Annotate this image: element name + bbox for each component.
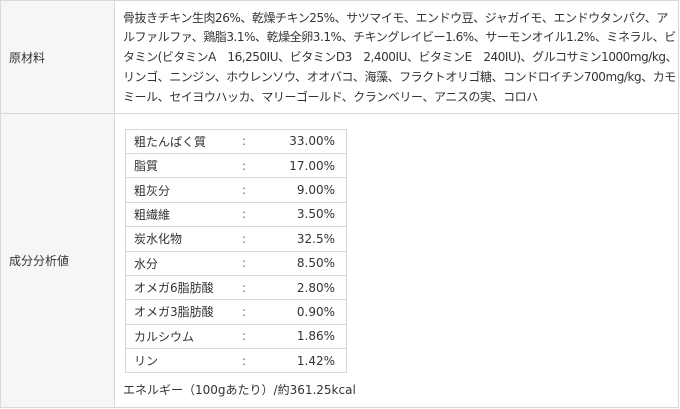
ingredients-cell: 骨抜きチキン生肉26%、乾燥チキン25%、サツマイモ、エンドウ豆、ジャガイモ、エ… — [114, 0, 679, 114]
analysis-cell: 粗たんぱく質 : 33.00% 脂質 : 17.00% 粗灰分 : 9.00% … — [114, 113, 679, 408]
ingredients-label: 原材料 — [0, 0, 115, 114]
nutrient-name: 水分 — [125, 250, 242, 276]
nutrient-row: リン : 1.42% — [125, 348, 347, 374]
nutrient-separator: : — [242, 226, 262, 252]
nutrient-name: 炭水化物 — [125, 226, 242, 252]
nutrient-row: オメガ3脂肪酸 : 0.90% — [125, 299, 347, 325]
nutrient-row: 脂質 : 17.00% — [125, 152, 347, 179]
nutrient-value: 1.42% — [262, 348, 347, 374]
nutrient-name: カルシウム — [125, 323, 242, 350]
nutrient-row: 粗たんぱく質 : 33.00% — [125, 128, 347, 154]
nutrient-name: 粗繊維 — [125, 201, 242, 228]
nutrient-separator: : — [242, 177, 262, 203]
nutrient-value: 3.50% — [262, 201, 347, 228]
nutrient-value: 0.90% — [262, 299, 347, 325]
nutrient-separator: : — [242, 152, 262, 179]
nutrient-separator: : — [242, 274, 262, 301]
nutrient-row: 水分 : 8.50% — [125, 250, 347, 276]
energy-note: エネルギー（100gあたり）/約361.25kcal — [123, 383, 356, 398]
nutrient-separator: : — [242, 128, 262, 154]
nutrient-name: オメガ3脂肪酸 — [125, 299, 242, 325]
nutrient-separator: : — [242, 299, 262, 325]
nutrient-name: リン — [125, 348, 242, 374]
nutrient-value: 8.50% — [262, 250, 347, 276]
analysis-label: 成分分析値 — [0, 113, 115, 408]
nutrient-separator: : — [242, 201, 262, 228]
ingredients-row: 原材料 骨抜きチキン生肉26%、乾燥チキン25%、サツマイモ、エンドウ豆、ジャガ… — [0, 0, 679, 114]
nutrient-name: 脂質 — [125, 152, 242, 179]
nutrient-value: 33.00% — [262, 128, 347, 154]
nutrient-value: 9.00% — [262, 177, 347, 203]
nutrient-row: オメガ6脂肪酸 : 2.80% — [125, 274, 347, 301]
nutrient-value: 2.80% — [262, 274, 347, 301]
nutrient-row: カルシウム : 1.86% — [125, 323, 347, 350]
nutrient-separator: : — [242, 250, 262, 276]
nutrient-row: 粗灰分 : 9.00% — [125, 177, 347, 203]
nutrient-table: 粗たんぱく質 : 33.00% 脂質 : 17.00% 粗灰分 : 9.00% … — [125, 128, 347, 374]
nutrient-row: 粗繊維 : 3.50% — [125, 201, 347, 228]
nutrient-name: オメガ6脂肪酸 — [125, 274, 242, 301]
nutrient-name: 粗灰分 — [125, 177, 242, 203]
nutrient-separator: : — [242, 348, 262, 374]
analysis-row: 成分分析値 粗たんぱく質 : 33.00% 脂質 : 17.00% 粗灰分 : … — [0, 113, 679, 408]
nutrient-value: 32.5% — [262, 226, 347, 252]
nutrient-value: 17.00% — [262, 152, 347, 179]
nutrient-value: 1.86% — [262, 323, 347, 350]
nutrient-name: 粗たんぱく質 — [125, 128, 242, 154]
nutrient-row: 炭水化物 : 32.5% — [125, 226, 347, 252]
ingredients-text: 骨抜きチキン生肉26%、乾燥チキン25%、サツマイモ、エンドウ豆、ジャガイモ、エ… — [123, 10, 678, 104]
nutrient-separator: : — [242, 323, 262, 350]
